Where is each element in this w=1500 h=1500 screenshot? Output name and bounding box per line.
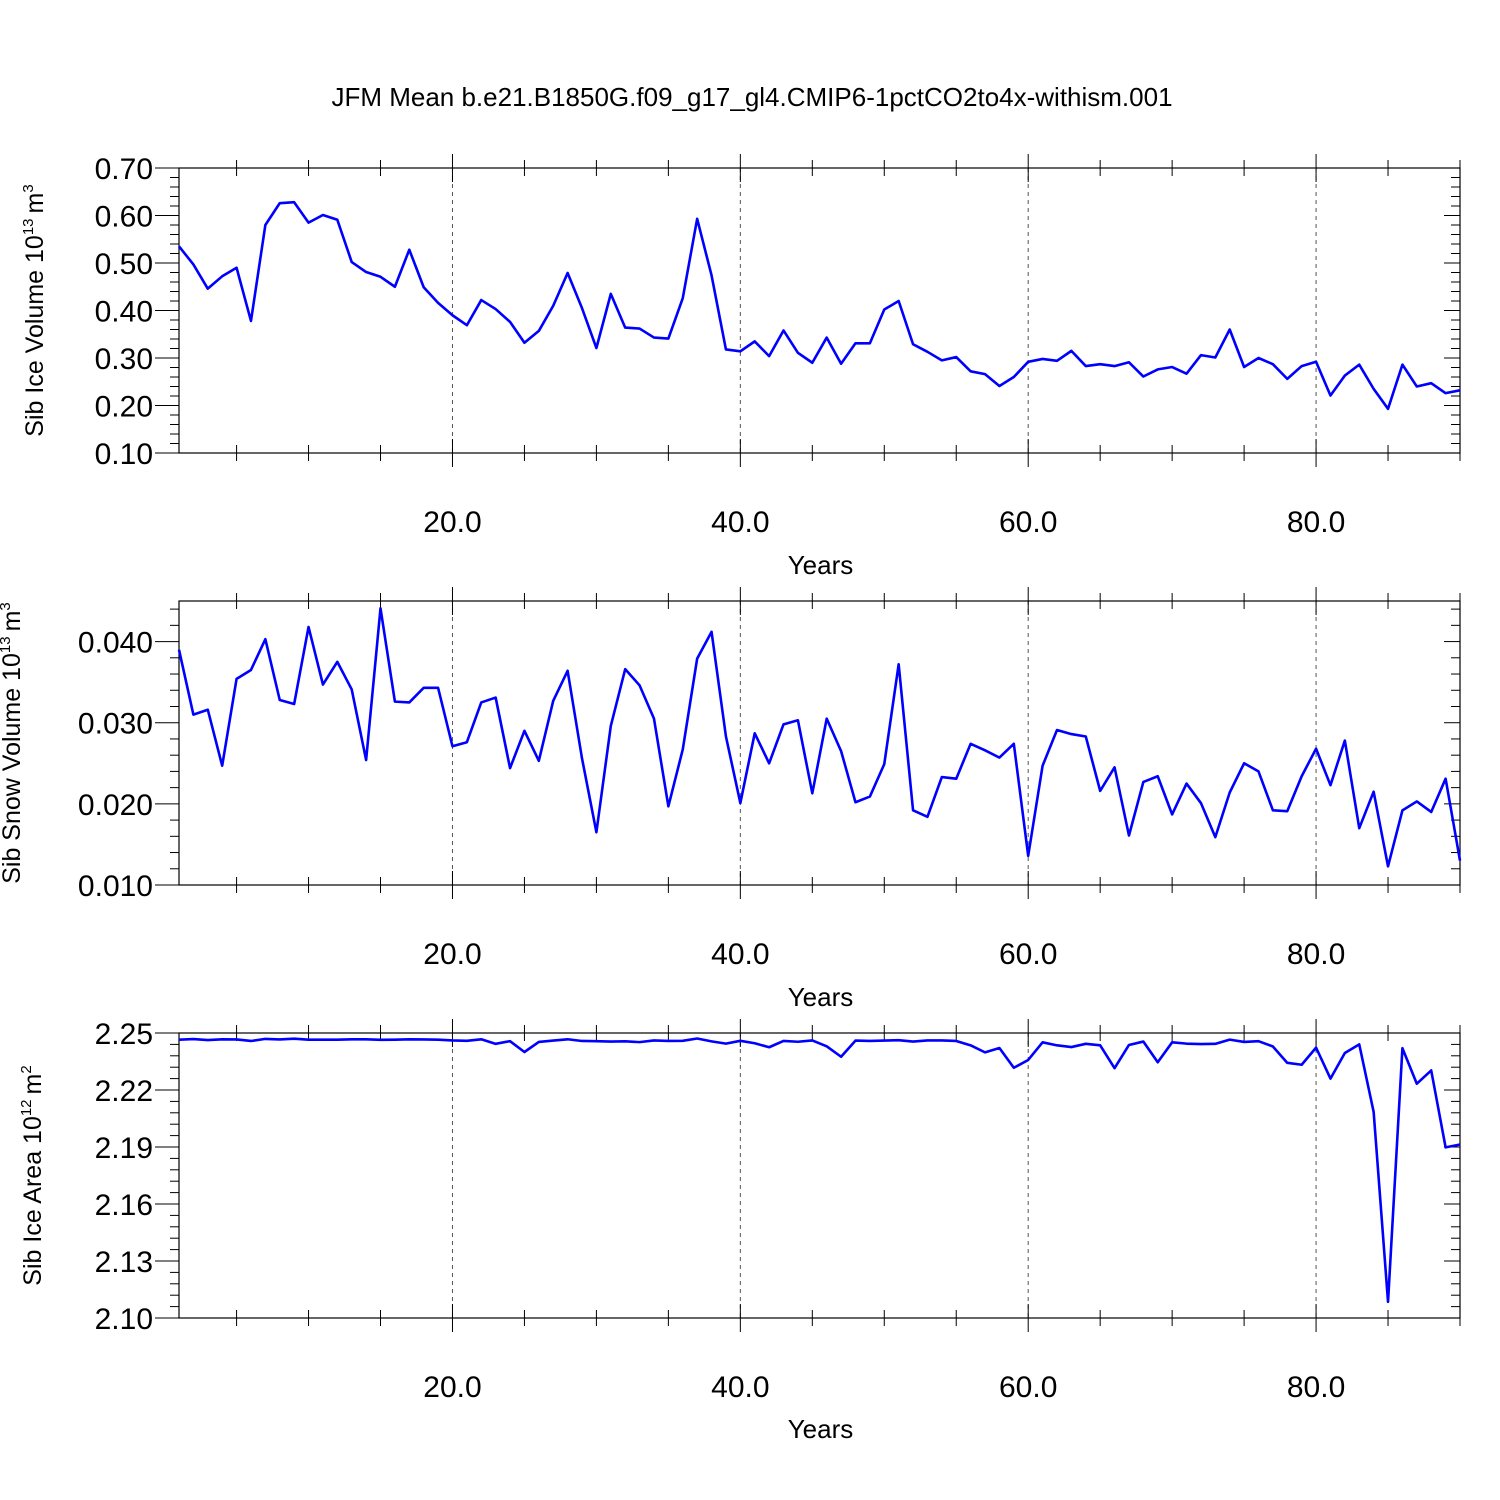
y-tick-label: 2.13 bbox=[95, 1246, 153, 1279]
y-tick-label: 2.19 bbox=[95, 1132, 153, 1165]
x-tick-label: 60.0 bbox=[999, 506, 1057, 539]
y-axis-label-unit-exponent: 3 bbox=[0, 602, 14, 610]
y-axis-label-unit-exponent: 3 bbox=[20, 184, 37, 192]
y-tick-label: 0.70 bbox=[95, 153, 153, 186]
y-axis-label-unit: m bbox=[0, 611, 26, 632]
panel-1: 0.10 0.20 0.30 0.40 0.50 0.60 0.70 20.0 40.0 60.0… bbox=[20, 153, 1461, 580]
y-axis-label-exponent: 13 bbox=[20, 218, 37, 235]
x-tick-label: 60.0 bbox=[999, 938, 1057, 971]
y-tick-label: 0.20 bbox=[95, 391, 153, 424]
y-tick-label: 0.30 bbox=[95, 343, 153, 376]
y-tick-label: 0.50 bbox=[95, 248, 153, 281]
y-axis-label-exponent: 13 bbox=[0, 636, 14, 653]
x-tick-label: 20.0 bbox=[423, 1371, 481, 1404]
y-tick-label: 2.16 bbox=[95, 1189, 153, 1222]
y-axis-label-exponent: 12 bbox=[18, 1099, 35, 1116]
y-axis-label-text: Sib Ice Volume 10 bbox=[21, 235, 49, 437]
series-line bbox=[177, 200, 1461, 411]
y-tick-label: 0.030 bbox=[78, 708, 153, 741]
x-tick-label: 40.0 bbox=[711, 506, 769, 539]
series-line bbox=[177, 606, 1462, 868]
y-tick-label: 0.40 bbox=[95, 296, 153, 329]
panel-3: 2.10 2.13 2.16 2.19 2.22 2.25 20.0 40.0 60.0 80.0… bbox=[18, 1018, 1461, 1444]
x-tick-label: 80.0 bbox=[1287, 938, 1345, 971]
x-axis-label: Years bbox=[788, 982, 854, 1012]
y-tick-label: 2.22 bbox=[95, 1075, 153, 1108]
x-tick-label: 80.0 bbox=[1287, 1371, 1345, 1404]
y-axis-label: Sib Ice Volume 1013 m3 bbox=[20, 184, 49, 436]
y-tick-label: 0.10 bbox=[95, 438, 153, 471]
x-tick-label: 80.0 bbox=[1287, 506, 1345, 539]
x-tick-label: 40.0 bbox=[711, 938, 769, 971]
x-tick-label: 20.0 bbox=[423, 938, 481, 971]
y-tick-label: 2.10 bbox=[95, 1303, 153, 1336]
x-tick-label: 60.0 bbox=[999, 1371, 1057, 1404]
x-axis-label: Years bbox=[788, 1414, 854, 1444]
y-tick-label: 0.020 bbox=[78, 789, 153, 822]
plot-frame bbox=[178, 600, 1461, 886]
x-tick-label: 20.0 bbox=[423, 506, 481, 539]
x-tick-label: 40.0 bbox=[711, 1371, 769, 1404]
y-axis-label: Sib Snow Volume 1013 m3 bbox=[0, 602, 26, 884]
x-axis-label: Years bbox=[788, 550, 854, 580]
y-axis-label-unit: m bbox=[21, 193, 49, 214]
y-axis-label-unit: m bbox=[19, 1074, 47, 1095]
panel-2: 0.010 0.020 0.030 0.040 20.0 40.0 60.0 80.0 Year… bbox=[0, 587, 1462, 1012]
y-axis-label-unit-exponent: 2 bbox=[18, 1065, 35, 1073]
plot-frame bbox=[178, 167, 1461, 454]
series-line bbox=[178, 1037, 1461, 1304]
y-tick-label: 0.010 bbox=[78, 870, 153, 903]
y-axis-label-text: Sib Ice Area 10 bbox=[19, 1116, 47, 1286]
chart-title: JFM Mean b.e21.B1850G.f09_g17_gl4.CMIP6-… bbox=[331, 82, 1172, 112]
y-axis-label: Sib Ice Area 1012 m2 bbox=[18, 1065, 47, 1285]
y-tick-label: 2.25 bbox=[95, 1018, 153, 1051]
plot-frame bbox=[178, 1032, 1461, 1319]
y-tick-label: 0.60 bbox=[95, 201, 153, 234]
y-tick-label: 0.040 bbox=[78, 627, 153, 660]
y-axis-label-text: Sib Snow Volume 10 bbox=[0, 653, 26, 884]
